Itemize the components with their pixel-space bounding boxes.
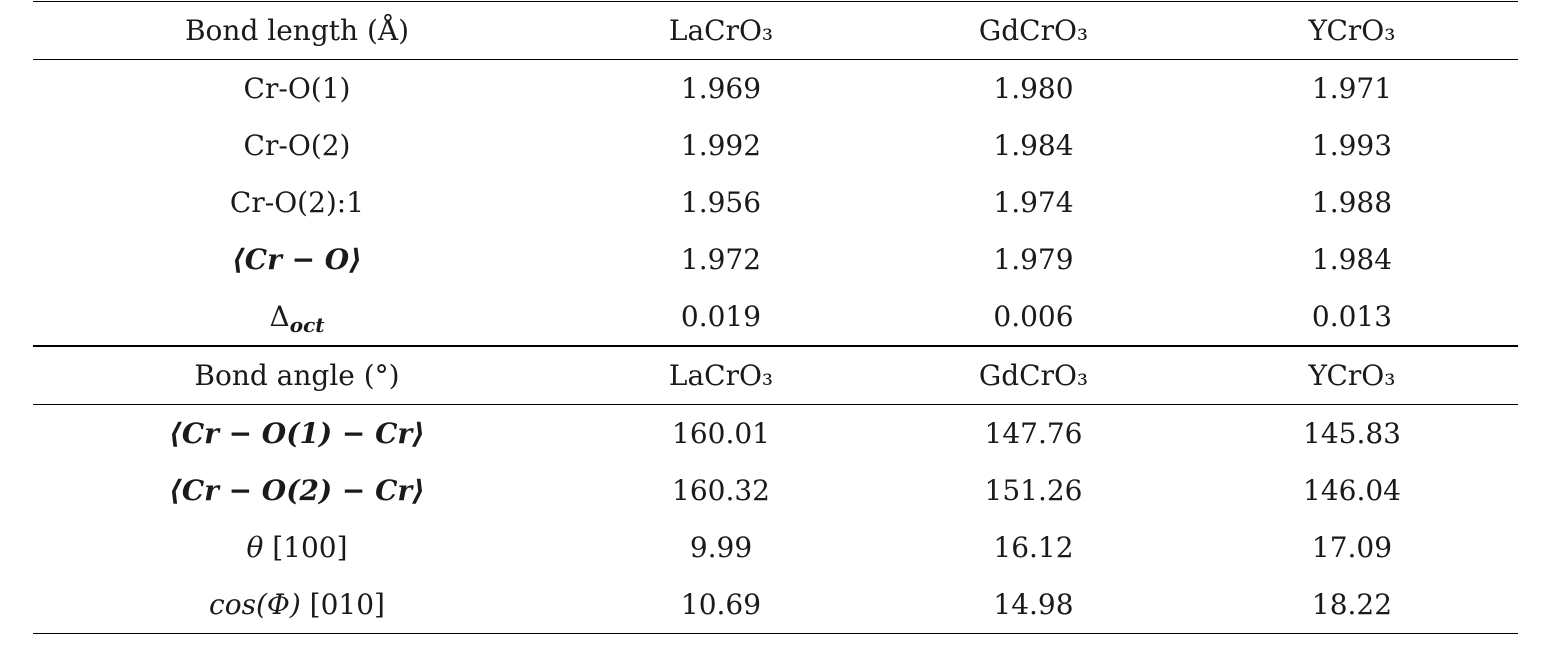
cell-value: 10.69 — [561, 576, 881, 634]
row-label: Cr-O(1) — [243, 72, 351, 105]
cell-value: 1.969 — [680, 72, 762, 105]
cell-value: 1.984 — [1311, 243, 1393, 276]
bond-parameters-table: Bond length (Å) LaCrO₃ GdCrO₃ YCrO₃ Cr-O… — [33, 1, 1518, 634]
column-header-lacro3: LaCrO₃ — [561, 1, 881, 60]
cell-value: 0.019 — [680, 300, 762, 333]
cell-value: 1.979 — [993, 243, 1074, 276]
cell-value: 1.974 — [993, 186, 1074, 219]
cell-value: 9.99 — [689, 531, 753, 564]
cell-value: 1.992 — [680, 129, 762, 162]
cos-phi-symbol: cos(Φ) — [209, 588, 301, 621]
cell-value: 145.83 — [1303, 417, 1401, 450]
cell-value: 1.971 — [1311, 72, 1393, 105]
cell-value: 151.26 — [984, 474, 1083, 507]
cell-value: 1.984 — [993, 129, 1074, 162]
row-label-cos-phi: cos(Φ) [010] — [33, 576, 561, 634]
table-row: Cr-O(2):1 1.956 1.974 1.988 — [33, 174, 1518, 231]
delta-symbol: Δ — [269, 300, 290, 333]
column-header-lacro3: LaCrO₃ — [561, 345, 881, 405]
theta-symbol: θ — [246, 531, 264, 564]
row-label-mean-cr-o: ⟨Cr − O⟩ — [232, 243, 362, 276]
bond-length-header-row: Bond length (Å) LaCrO₃ GdCrO₃ YCrO₃ — [33, 1, 1518, 60]
cell-value: 160.32 — [672, 474, 770, 507]
row-label-cr-o2-cr: ⟨Cr − O(2) − Cr⟩ — [169, 474, 425, 507]
cell-value: 147.76 — [984, 417, 1083, 450]
cell-value: 1.980 — [993, 72, 1074, 105]
bond-angle-header-row: Bond angle (°) LaCrO₃ GdCrO₃ YCrO₃ — [33, 345, 1518, 405]
cell-value: 0.013 — [1311, 300, 1393, 333]
cell-value: 1.993 — [1311, 129, 1393, 162]
cell-value: 14.98 — [881, 576, 1186, 634]
cell-value: 17.09 — [1311, 531, 1393, 564]
bond-angle-header: Bond angle (°) — [33, 345, 561, 405]
row-label-cr-o1-cr: ⟨Cr − O(1) − Cr⟩ — [169, 417, 425, 450]
bond-length-header: Bond length (Å) — [33, 1, 561, 60]
table-row: Cr-O(2) 1.992 1.984 1.993 — [33, 117, 1518, 174]
column-header-ycro3: YCrO₃ — [1186, 345, 1518, 405]
column-header-ycro3: YCrO₃ — [1186, 1, 1518, 60]
cell-value: 18.22 — [1186, 576, 1518, 634]
cell-value: 1.972 — [680, 243, 762, 276]
table-row: ⟨Cr − O⟩ 1.972 1.979 1.984 — [33, 231, 1518, 288]
column-header-gdcro3: GdCrO₃ — [881, 345, 1186, 405]
row-label: Cr-O(2) — [243, 129, 351, 162]
cell-value: 1.956 — [680, 186, 762, 219]
table-row: ⟨Cr − O(1) − Cr⟩ 160.01 147.76 145.83 — [33, 405, 1518, 463]
table-row: θ [100] 9.99 16.12 17.09 — [33, 519, 1518, 576]
table-row: cos(Φ) [010] 10.69 14.98 18.22 — [33, 576, 1518, 634]
delta-subscript: oct — [289, 313, 325, 337]
column-header-gdcro3: GdCrO₃ — [881, 1, 1186, 60]
cell-value: 1.988 — [1311, 186, 1393, 219]
cell-value: 16.12 — [993, 531, 1074, 564]
cos-phi-direction: [010] — [300, 588, 385, 621]
theta-direction: [100] — [263, 531, 348, 564]
row-label-theta: θ [100] — [33, 519, 561, 576]
cell-value: 0.006 — [993, 300, 1074, 333]
row-label: Cr-O(2):1 — [229, 186, 365, 219]
cell-value: 146.04 — [1303, 474, 1401, 507]
table-row: Cr-O(1) 1.969 1.980 1.971 — [33, 60, 1518, 118]
table-row: Δoct 0.019 0.006 0.013 — [33, 288, 1518, 346]
cell-value: 160.01 — [672, 417, 770, 450]
row-label-delta-oct: Δoct — [33, 288, 561, 346]
table-row: ⟨Cr − O(2) − Cr⟩ 160.32 151.26 146.04 — [33, 462, 1518, 519]
